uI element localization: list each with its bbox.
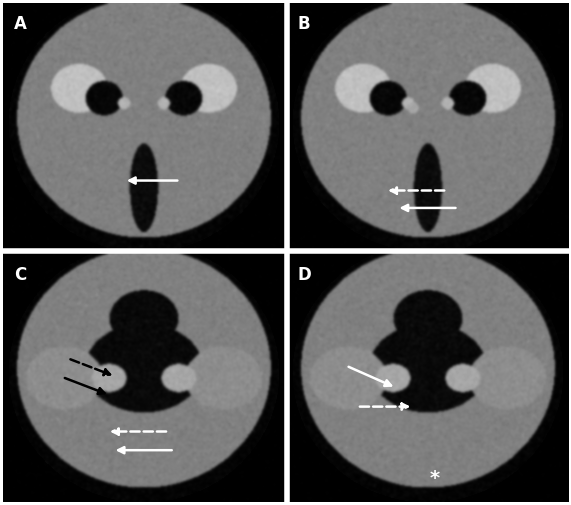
Text: C: C [14, 266, 26, 284]
Text: *: * [429, 469, 440, 488]
Text: A: A [14, 15, 27, 33]
Text: B: B [298, 15, 311, 33]
Text: D: D [298, 266, 312, 284]
